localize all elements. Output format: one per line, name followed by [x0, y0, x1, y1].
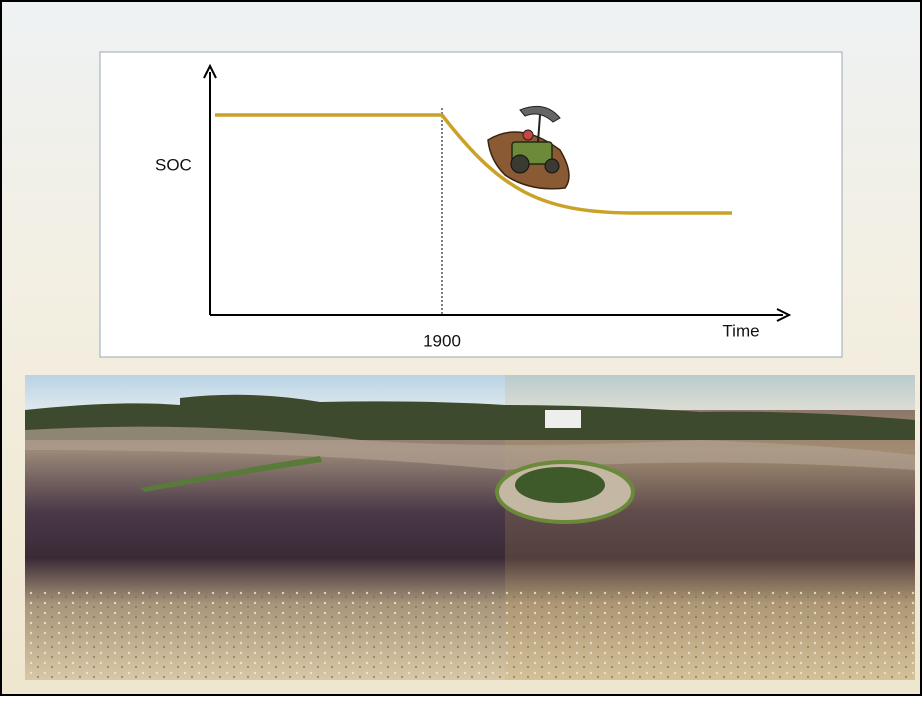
- y-axis-label: SOC: [155, 155, 192, 174]
- chart-panel: [100, 52, 842, 357]
- x-axis-label: Time: [722, 321, 759, 340]
- page: SOC 1900 Time (() => { const data = JSON…: [0, 0, 922, 696]
- field-photo: [25, 375, 915, 680]
- slide: SOC 1900 Time: [0, 0, 922, 696]
- marker-label: 1900: [423, 331, 461, 350]
